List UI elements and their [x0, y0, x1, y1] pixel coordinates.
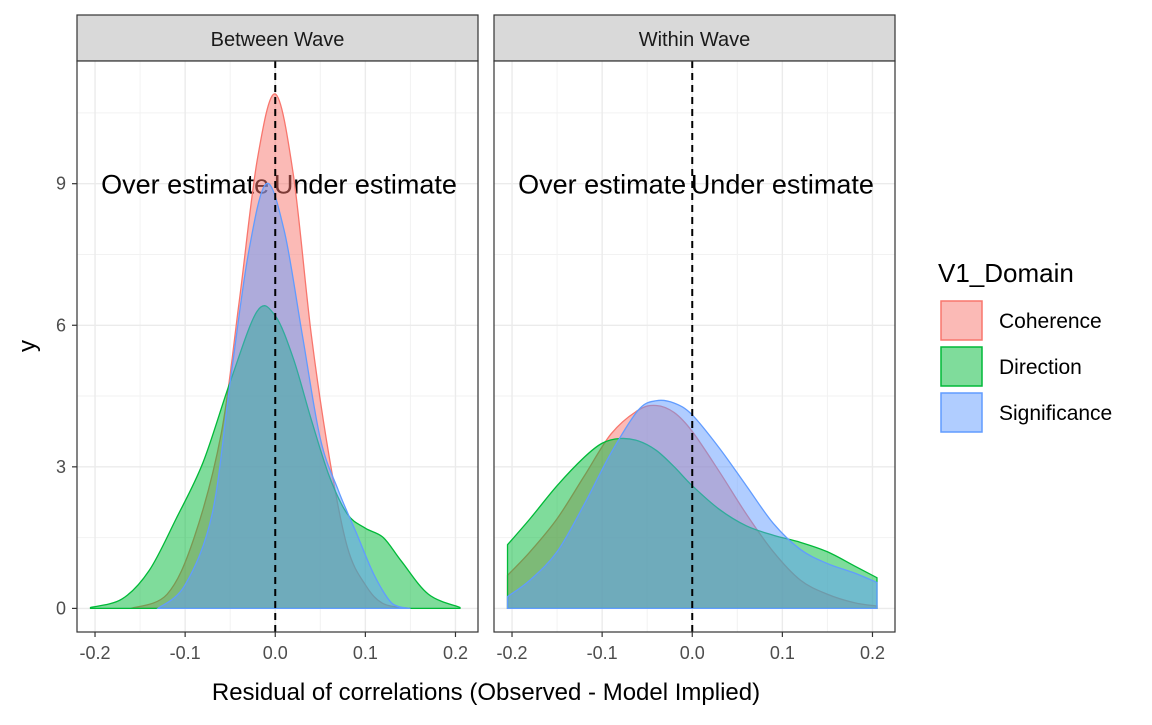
y-tick-label: 9	[56, 174, 66, 194]
legend-label: Direction	[999, 356, 1082, 379]
legend-item-direction: Direction	[940, 346, 1082, 387]
x-tick-label: 0.0	[680, 643, 705, 663]
x-axis-title: Residual of correlations (Observed - Mod…	[212, 679, 760, 706]
legend-label: Coherence	[999, 310, 1102, 333]
legend: V1_Domain Coherence Direction Significance	[938, 258, 1112, 433]
x-tick-label: 0.2	[860, 643, 885, 663]
x-tick-label: 0.2	[443, 643, 468, 663]
legend-item-significance: Significance	[940, 392, 1112, 433]
x-tick-label: 0.0	[263, 643, 288, 663]
density-area-significance	[506, 399, 878, 610]
panel-strip-label: Between Wave	[211, 29, 345, 51]
legend-items: Coherence Direction Significance	[940, 300, 1112, 433]
annotation-text: Under estimate	[274, 170, 457, 200]
legend-key-swatch	[940, 346, 983, 387]
x-tick-label: -0.1	[170, 643, 201, 663]
panel-border	[76, 60, 479, 633]
legend-item-coherence: Coherence	[940, 300, 1102, 341]
panel-1: Within Wave Over estimate Under estimate -0…	[493, 14, 896, 663]
legend-key-swatch	[940, 392, 983, 433]
annotation-text: Over estimate	[101, 170, 269, 200]
x-tick-label: 0.1	[770, 643, 795, 663]
panel-strip-label: Within Wave	[639, 29, 751, 51]
y-axis: 0 3 6 9	[56, 174, 77, 618]
y-tick-label: 0	[56, 598, 66, 618]
density-area-significance	[156, 182, 411, 610]
y-tick-label: 3	[56, 457, 66, 477]
x-tick-label: -0.1	[587, 643, 618, 663]
panel-0: Between Wave Over estimate Under estimate -…	[56, 14, 479, 663]
x-axis: -0.2 -0.1 0.0 0.1 0.2	[80, 632, 468, 663]
x-tick-label: 0.1	[353, 643, 378, 663]
legend-label: Significance	[999, 402, 1112, 425]
legend-title: V1_Domain	[938, 258, 1074, 288]
x-axis: -0.2 -0.1 0.0 0.1 0.2	[497, 632, 885, 663]
panel-strip	[493, 14, 896, 62]
panel-strip	[76, 14, 479, 62]
legend-key-swatch	[940, 300, 983, 341]
annotation-text: Over estimate	[518, 170, 686, 200]
y-axis-title: y	[14, 340, 41, 352]
y-tick-label: 6	[56, 315, 66, 335]
x-tick-label: -0.2	[497, 643, 528, 663]
x-tick-label: -0.2	[80, 643, 111, 663]
annotation-text: Under estimate	[691, 170, 874, 200]
panel-border	[493, 60, 896, 633]
